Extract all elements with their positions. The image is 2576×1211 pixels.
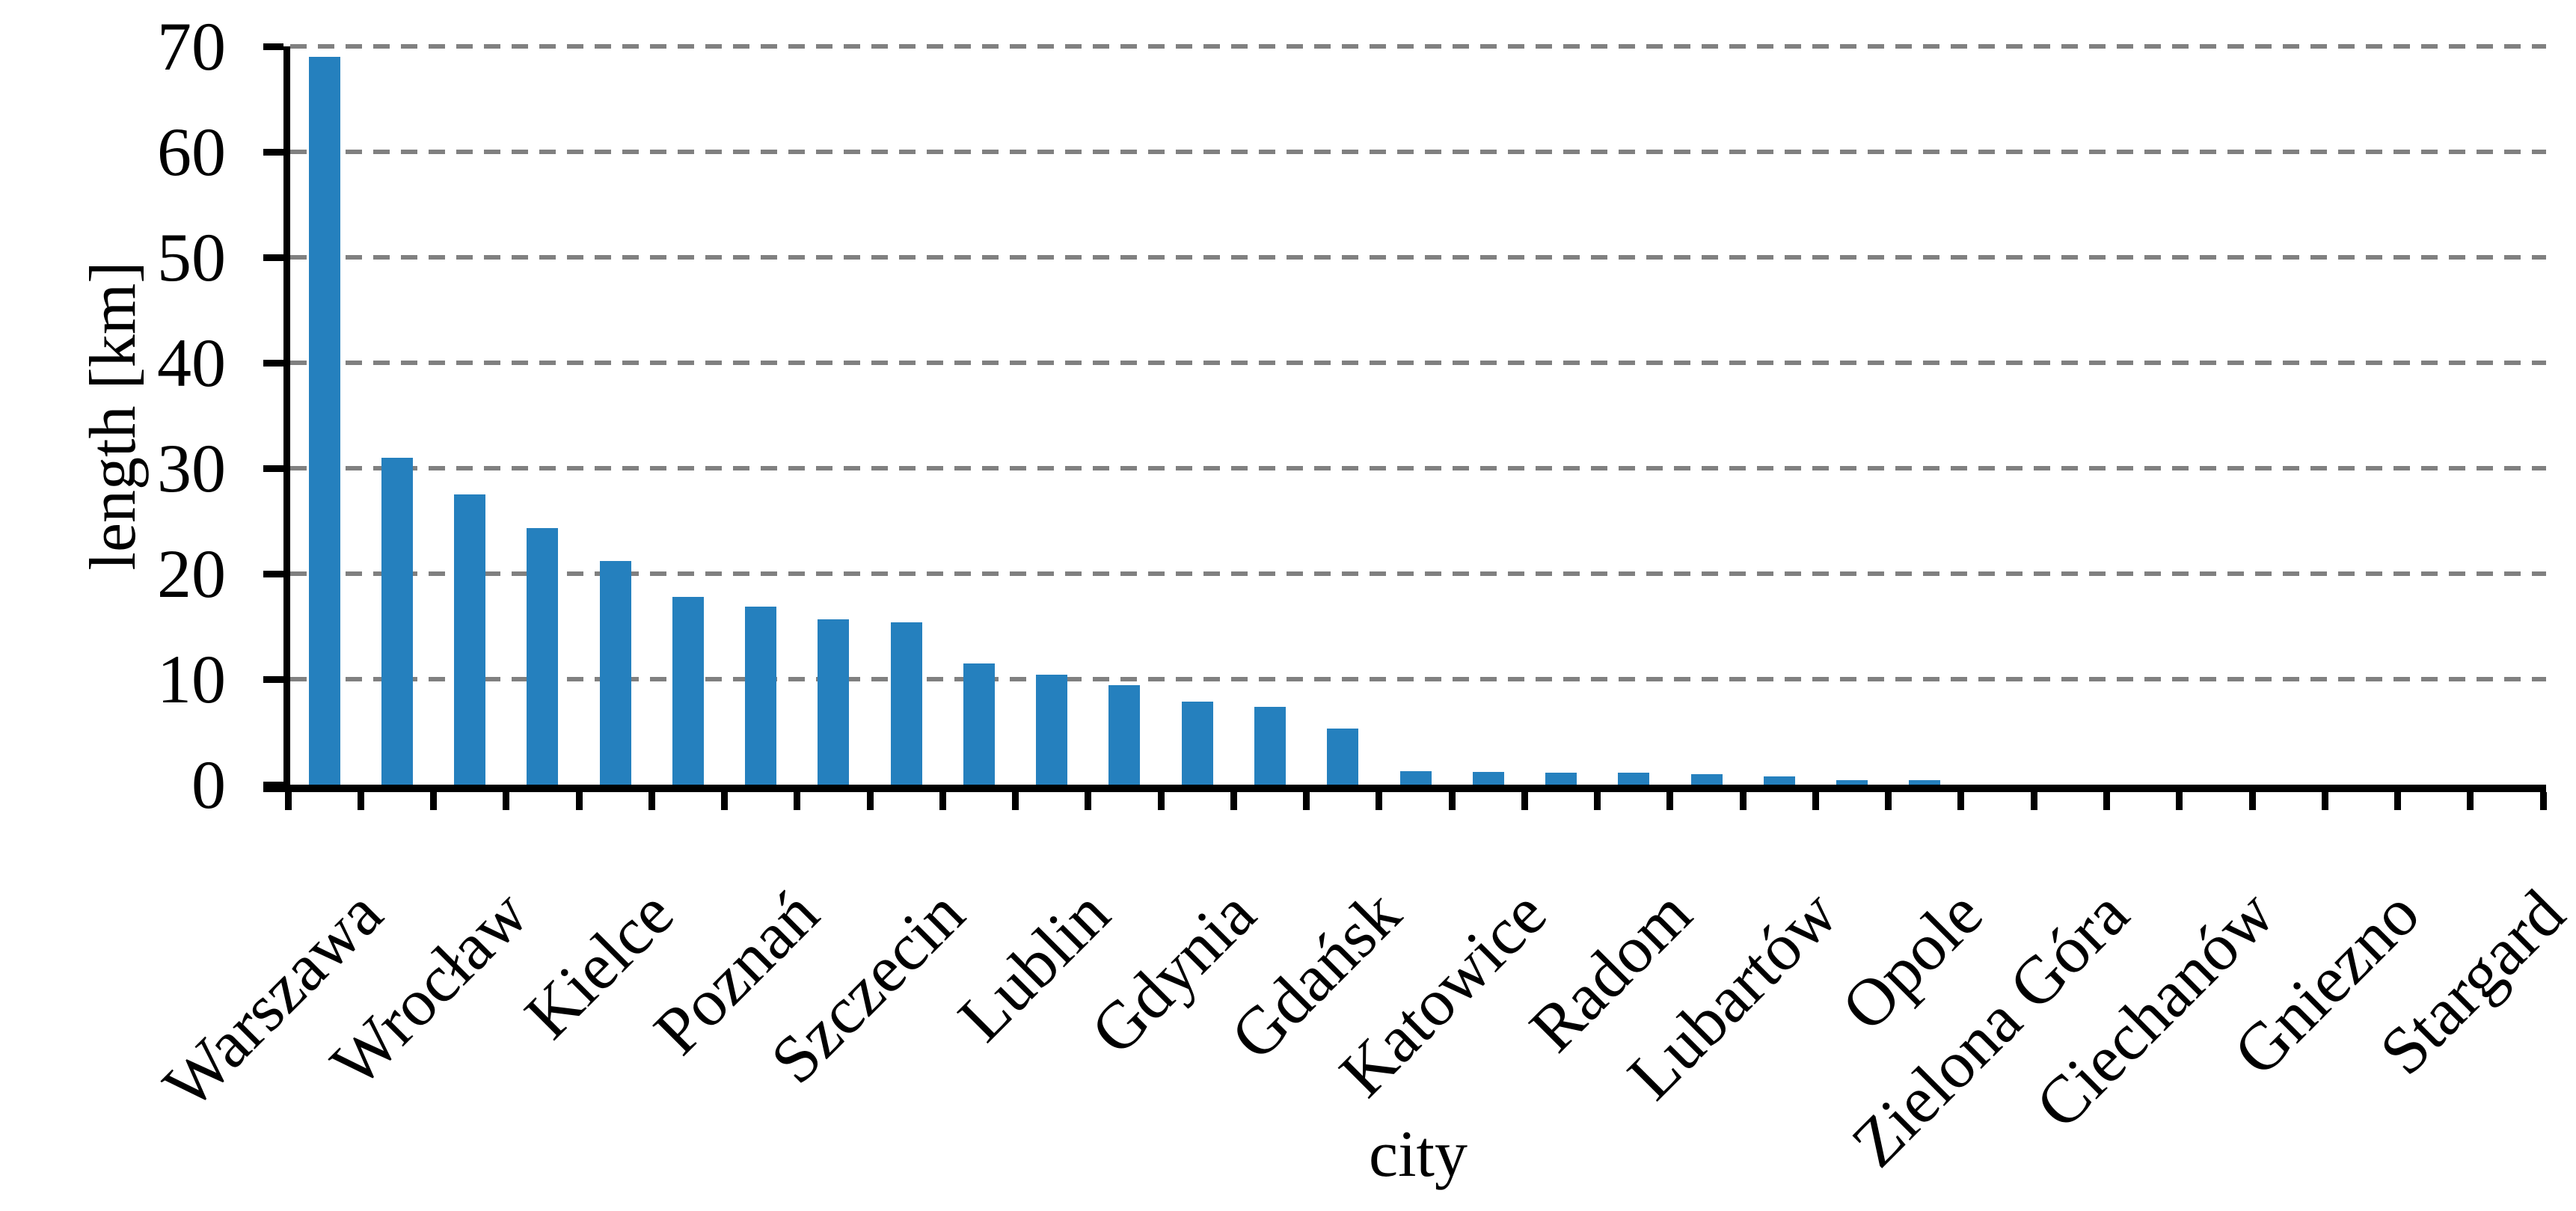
bar-Kielce <box>599 561 631 785</box>
x-tick <box>721 792 729 810</box>
bar-unlabeled-18 <box>1545 773 1577 785</box>
x-axis-line <box>263 785 2546 792</box>
x-tick <box>1303 792 1310 810</box>
y-tick <box>263 254 283 261</box>
x-tick <box>1085 792 1092 810</box>
x-tick <box>1594 792 1601 810</box>
bar-Warszawa <box>308 57 340 785</box>
y-tick <box>263 675 283 683</box>
bar-Lublin <box>1036 675 1068 785</box>
x-tick <box>2248 792 2256 810</box>
bar-unlabeled-12 <box>1108 685 1141 785</box>
bar-unlabeled-16 <box>1399 770 1432 785</box>
bar-unlabeled-14 <box>1254 706 1286 785</box>
y-tick <box>263 465 283 472</box>
y-tick-label: 0 <box>191 746 226 823</box>
y-tick-label: 50 <box>157 219 226 295</box>
x-tick <box>648 792 655 810</box>
x-tick <box>284 792 292 810</box>
y-tick-label: 40 <box>157 325 226 401</box>
bar-unlabeled-20 <box>1690 773 1723 785</box>
bar-Lubartów <box>1763 776 1795 785</box>
x-tick <box>2030 792 2037 810</box>
x-tick <box>1666 792 1674 810</box>
x-tick <box>430 792 438 810</box>
x-tick <box>357 792 364 810</box>
bar-Wrocław <box>454 494 486 785</box>
x-tick <box>2467 792 2474 810</box>
bar-Gdańsk <box>1327 729 1359 785</box>
y-tick-label: 60 <box>157 114 226 190</box>
x-tick <box>939 792 946 810</box>
bar-Poznań <box>745 606 777 785</box>
bar-Opole <box>1909 780 1941 785</box>
y-tick <box>263 43 283 50</box>
x-tick <box>2539 792 2547 810</box>
y-tick <box>263 148 283 156</box>
bar-unlabeled-6 <box>672 597 704 785</box>
x-tick <box>1376 792 1383 810</box>
x-tick <box>2321 792 2328 810</box>
bar-Radom <box>1618 773 1650 785</box>
x-tick <box>1812 792 1819 810</box>
gridline-30 <box>290 466 2546 470</box>
bar-unlabeled-22 <box>1836 780 1868 785</box>
y-tick-label: 70 <box>157 8 226 85</box>
x-tick <box>1157 792 1165 810</box>
y-tick <box>263 359 283 367</box>
gridline-40 <box>290 361 2546 365</box>
y-tick-label: 10 <box>157 641 226 717</box>
bar-unlabeled-10 <box>963 663 995 785</box>
x-tick <box>1885 792 1892 810</box>
bar-Gdynia <box>1181 701 1213 785</box>
bar-unlabeled-2 <box>381 457 413 785</box>
x-tick <box>1739 792 1747 810</box>
bar-Szczecin <box>890 622 922 785</box>
gridline-70 <box>290 44 2546 49</box>
bar-Katowice <box>1472 772 1504 785</box>
x-tick <box>1957 792 1965 810</box>
y-axis-line <box>283 46 290 792</box>
x-tick <box>794 792 801 810</box>
x-axis-title: city <box>1369 1118 1468 1191</box>
x-tick <box>1012 792 1019 810</box>
x-tick <box>866 792 874 810</box>
x-tick <box>2176 792 2183 810</box>
x-tick <box>1448 792 1456 810</box>
x-tick <box>1230 792 1237 810</box>
gridline-10 <box>290 677 2546 681</box>
y-axis-title: length [km] <box>77 260 150 571</box>
y-tick-label: 30 <box>157 430 226 506</box>
x-tick <box>2103 792 2110 810</box>
bar-unlabeled-4 <box>527 528 559 785</box>
gridline-50 <box>290 255 2546 260</box>
y-tick <box>263 570 283 577</box>
x-tick <box>1521 792 1528 810</box>
x-tick <box>2394 792 2402 810</box>
gridline-60 <box>290 150 2546 154</box>
x-tick <box>503 792 510 810</box>
bar-unlabeled-8 <box>818 619 850 785</box>
y-tick-label: 20 <box>157 536 226 612</box>
gridline-20 <box>290 571 2546 576</box>
x-tick <box>575 792 583 810</box>
